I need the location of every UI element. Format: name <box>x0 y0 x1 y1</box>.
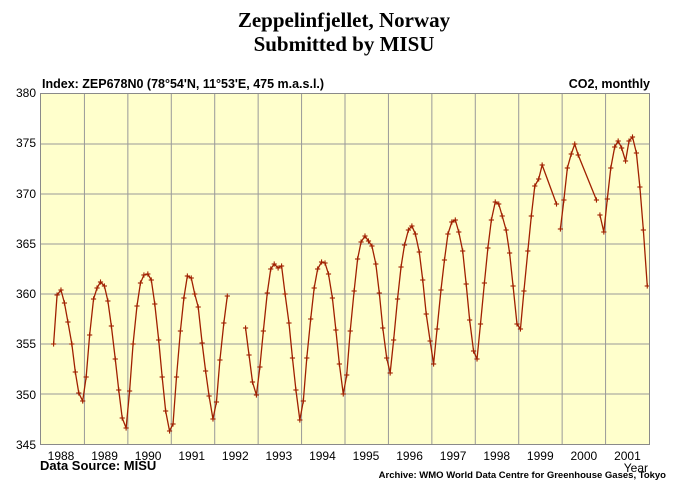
x-tick-label: 1989 <box>91 449 118 463</box>
x-tick-label: 1988 <box>47 449 75 463</box>
plot-area <box>40 93 650 445</box>
species-label: CO2, monthly <box>568 77 650 91</box>
y-tick-label: 345 <box>15 438 36 452</box>
chart-title-line2: Submitted by MISU <box>253 32 435 56</box>
x-axis-label: Year <box>623 461 648 475</box>
y-tick-label: 380 <box>15 86 36 100</box>
x-tick-label: 1996 <box>396 449 423 463</box>
gridlines <box>41 94 649 444</box>
x-tick-label: 1992 <box>221 449 249 463</box>
x-tick-label: 1990 <box>134 449 162 463</box>
archive-label: Archive: WMO World Data Centre for Green… <box>378 470 666 481</box>
x-tick-label: 1993 <box>265 449 293 463</box>
y-tick-label: 360 <box>15 287 36 302</box>
x-tick-label: 1995 <box>352 449 380 463</box>
x-tick-label: 1998 <box>483 449 511 463</box>
y-tick-label: 350 <box>15 387 36 402</box>
x-tick-label: 1999 <box>526 449 554 463</box>
chart-title: Zeppelinfjellet, Norway Submitted by MIS… <box>0 8 688 56</box>
x-tick-label: 1991 <box>178 449 206 463</box>
y-tick-label: 375 <box>15 136 36 151</box>
x-tick-label: 2000 <box>570 449 598 463</box>
y-tick-label: 370 <box>15 186 36 201</box>
y-tick-label: 365 <box>15 236 36 251</box>
y-tick-label: 355 <box>15 337 36 352</box>
station-index-label: Index: ZEP678N0 (78°54'N, 11°53'E, 475 m… <box>42 77 325 91</box>
data-source-label: Data Source: MISU <box>40 458 157 473</box>
co2-series-line <box>41 94 649 444</box>
chart-title-line1: Zeppelinfjellet, Norway <box>237 8 451 32</box>
x-tick-label: 1994 <box>309 449 336 463</box>
x-tick-label: 2001 <box>614 449 641 463</box>
x-tick-label: 1997 <box>439 449 467 463</box>
